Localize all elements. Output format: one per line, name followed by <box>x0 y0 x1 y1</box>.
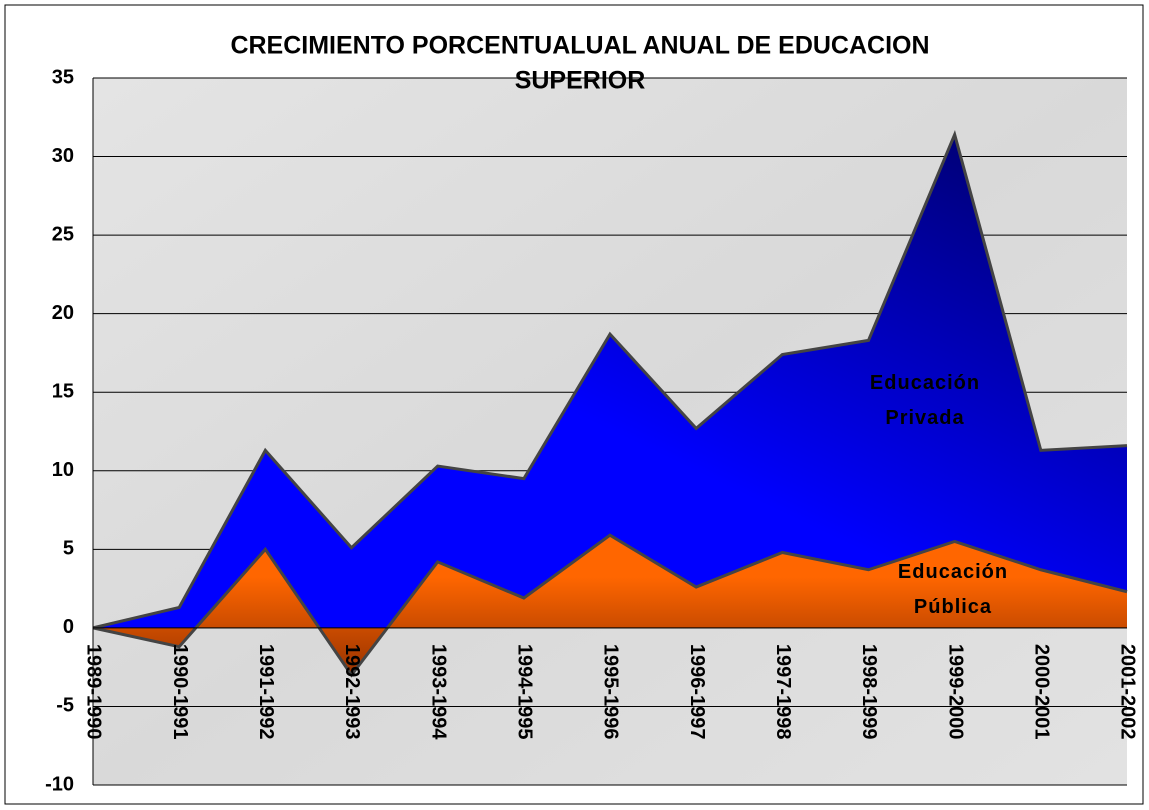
y-tick-label: -10 <box>45 773 74 795</box>
x-tick-label: 1989-1990 <box>83 644 105 740</box>
y-tick-label: 20 <box>52 302 74 324</box>
x-tick-label: 1996-1997 <box>686 644 708 740</box>
area-outline <box>92 533 1128 678</box>
y-tick-label: 10 <box>52 459 74 481</box>
x-tick-label: 1995-1996 <box>600 644 622 740</box>
x-tick-label: 1992-1993 <box>341 644 363 740</box>
chart-title: SUPERIOR <box>515 67 646 95</box>
x-tick-label: 1994-1995 <box>514 644 536 740</box>
x-tick-label: 1991-1992 <box>255 644 277 740</box>
y-tick-label: 0 <box>63 616 74 638</box>
y-tick-label: 15 <box>52 381 74 403</box>
x-tick-label: 1998-1999 <box>858 644 880 740</box>
x-tick-label: 1993-1994 <box>427 644 449 741</box>
x-tick-label: 1990-1991 <box>169 644 191 740</box>
y-tick-label: 35 <box>52 66 74 88</box>
y-tick-label: 30 <box>52 145 74 167</box>
series-label: Educación Pública <box>897 561 1009 618</box>
x-tick-label: 1999-2000 <box>944 644 966 740</box>
area-outline <box>92 129 1128 630</box>
series-label: Educación Privada <box>869 372 981 429</box>
x-tick-label: 2000-2001 <box>1031 644 1053 740</box>
x-tick-label: 2001-2002 <box>1117 644 1139 740</box>
y-tick-label: 25 <box>52 223 74 245</box>
y-tick-label: 5 <box>63 538 74 560</box>
y-tick-label: -5 <box>56 695 74 717</box>
chart-title: CRECIMIENTO PORCENTUALUAL ANUAL DE EDUCA… <box>230 32 929 60</box>
area <box>93 134 1127 628</box>
x-tick-label: 1997-1998 <box>772 644 794 740</box>
